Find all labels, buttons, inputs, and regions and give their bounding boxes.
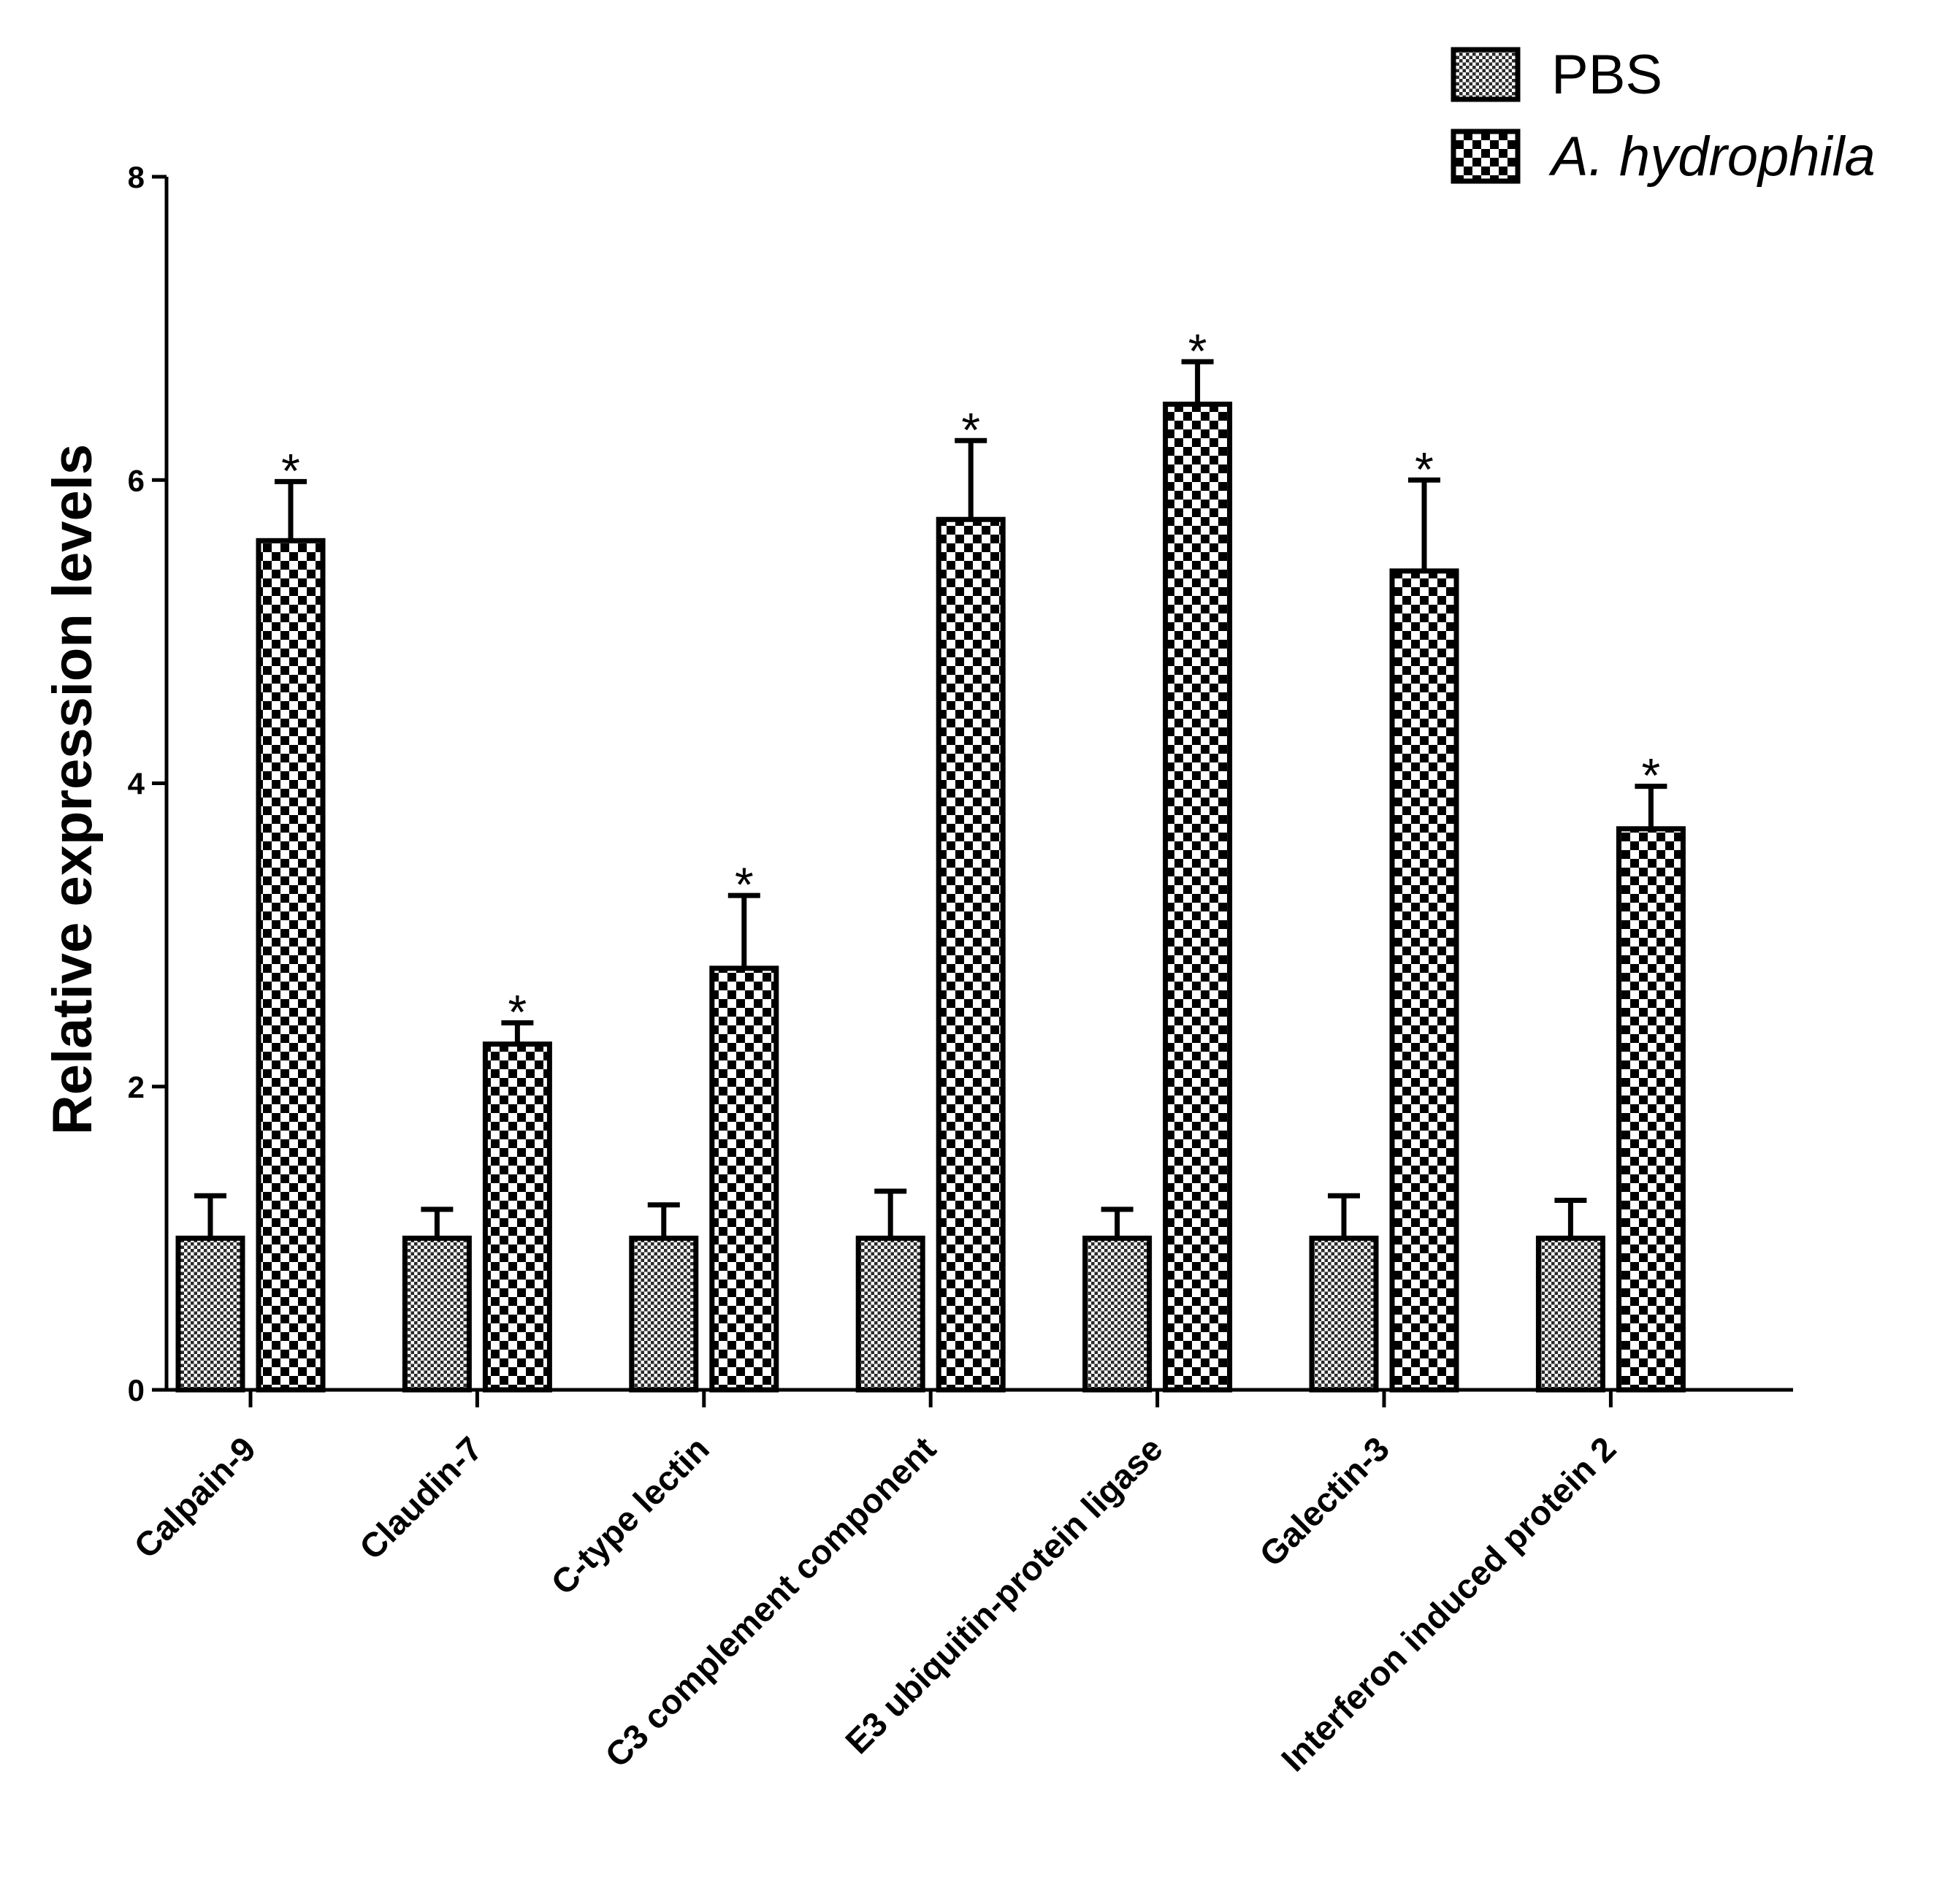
significance-marker: *	[1642, 749, 1661, 803]
significance-marker: *	[1415, 442, 1434, 496]
significance-marker: *	[1188, 324, 1207, 378]
significance-marker: *	[961, 402, 980, 456]
bar	[482, 1041, 552, 1393]
y-tick-label: 2	[128, 1070, 145, 1104]
y-tick-label: 4	[128, 767, 145, 801]
y-tick-label: 6	[128, 463, 145, 497]
bar	[175, 1235, 245, 1393]
legend-label-a-hydrophila: A. hydrophila	[1548, 126, 1876, 188]
y-tick-label: 0	[128, 1373, 145, 1407]
bar	[709, 966, 779, 1393]
significance-marker: *	[508, 985, 527, 1039]
x-tick-label: Galectin-3	[1252, 1429, 1396, 1574]
x-tick-label: Claudin-7	[352, 1429, 490, 1567]
bar	[855, 1235, 925, 1393]
bar	[256, 538, 326, 1393]
bar	[1389, 568, 1459, 1393]
legend-label-pbs: PBS	[1551, 44, 1662, 106]
bar	[1535, 1235, 1605, 1393]
legend: PBS A. hydrophila	[1451, 44, 1876, 188]
legend-swatch-a-hydrophila	[1451, 129, 1521, 184]
significance-marker: *	[281, 443, 300, 497]
legend-swatch-pbs	[1451, 47, 1521, 102]
bar	[1163, 401, 1233, 1393]
bar	[1309, 1235, 1379, 1393]
x-tick-label: Calpain-9	[126, 1429, 263, 1566]
bar	[1082, 1235, 1153, 1393]
bar	[936, 516, 1006, 1393]
y-tick-label: 8	[128, 160, 145, 194]
bar	[1616, 826, 1686, 1393]
bar	[402, 1235, 472, 1393]
bar	[629, 1235, 699, 1393]
y-axis-label: Relative expression levels	[42, 444, 104, 1135]
x-tick-label: C-type lectin	[543, 1429, 717, 1602]
significance-marker: *	[735, 857, 754, 911]
